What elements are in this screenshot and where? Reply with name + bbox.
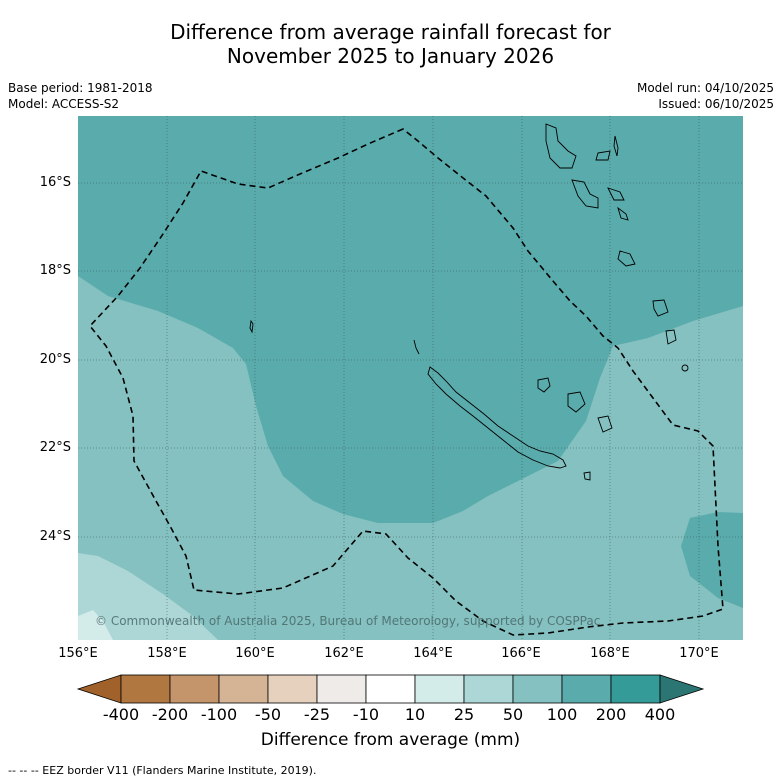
island-chesterfield [249,319,254,334]
lon-label-166e: 166°E [501,646,541,661]
cb-tick-label: 10 [404,705,426,724]
colorbar-cell [120,674,171,704]
model-name: Model: ACCESS-S2 [8,97,120,111]
island-ouvea [537,377,551,393]
colorbar-cell [267,674,318,704]
rain-band-25-50 [78,553,218,640]
rain-band-10-25 [78,610,113,640]
title-line-1: Difference from average rainfall forecas… [170,20,611,44]
colorbar-cell [365,674,416,704]
new-caledonia-island [427,366,567,469]
lon-label-170e: 170°E [679,646,719,661]
rain-band-east-patch [681,512,743,608]
colorbar-cell [512,674,563,704]
cb-tick-label: -50 [254,705,282,724]
colorbar-cell [218,674,269,704]
colorbar-title: Difference from average (mm) [260,730,521,750]
island-espiritu-santo [545,123,577,169]
colorbar-cell [561,674,612,704]
colorbar-cell [414,674,465,704]
island-efate [617,250,636,267]
lat-label-18s: 18°S [39,263,71,278]
gridlines [78,116,743,640]
issued-date: Issued: 06/10/2025 [658,97,774,111]
cb-tick-label: -200 [151,705,189,724]
island-maewo [595,150,611,161]
lon-label-156e: 156°E [58,646,98,661]
lon-label-160e: 160°E [235,646,275,661]
model-run: Model run: 04/10/2025 [636,81,774,95]
island-epi [617,206,629,221]
colorbar-cell [169,674,220,704]
island-aneityum [681,364,689,372]
map [78,116,743,640]
cb-tick-label: -10 [352,705,380,724]
copyright-notice: © Commonwealth of Australia 2025, Bureau… [95,614,601,628]
cb-tick-label: 50 [502,705,524,724]
lon-label-168e: 168°E [590,646,630,661]
lat-label-16s: 16°S [39,175,71,190]
island-lifou [567,391,586,413]
colorbar [76,674,705,704]
cb-tick-label: 200 [595,705,627,724]
cb-tick-label: 100 [546,705,578,724]
base-period: Base period: 1981-2018 [8,81,153,95]
lat-label-20s: 20°S [39,352,71,367]
title-line-2: November 2025 to January 2026 [226,44,555,68]
map-svg [78,116,743,640]
colorbar-cell [463,674,514,704]
lon-label-162e: 162°E [324,646,364,661]
island-ambrym [607,187,625,201]
island-tanna [665,329,677,345]
colorbar-extend-high [659,674,705,704]
island-belep [413,339,420,355]
island-mare [597,415,613,433]
island-erromango [652,299,669,317]
rain-band-100-200 [78,116,743,523]
cb-tick-label: 400 [644,705,676,724]
lon-label-164e: 164°E [413,646,453,661]
cb-tick-label: 25 [453,705,475,724]
island-malekula [571,179,599,209]
island-pentecost [613,135,619,157]
lat-label-22s: 22°S [39,440,71,455]
cb-tick-label: -400 [102,705,140,724]
meta-left: Base period: 1981-2018 Model: ACCESS-S2 [8,80,153,112]
lat-label-24s: 24°S [39,529,71,544]
cb-tick-label: -100 [200,705,238,724]
colorbar-cell [316,674,367,704]
colorbar-extend-low [76,674,122,704]
chart-title: Difference from average rainfall forecas… [0,20,781,68]
meta-right: Model run: 04/10/2025 Issued: 06/10/2025 [637,80,774,112]
lon-label-158e: 158°E [147,646,187,661]
cb-tick-label: -25 [303,705,331,724]
island-isle-of-pines [583,471,591,481]
eez-footnote: -- -- -- EEZ border V11 (Flanders Marine… [8,764,317,777]
colorbar-cell [610,674,661,704]
eez-border [88,128,724,636]
